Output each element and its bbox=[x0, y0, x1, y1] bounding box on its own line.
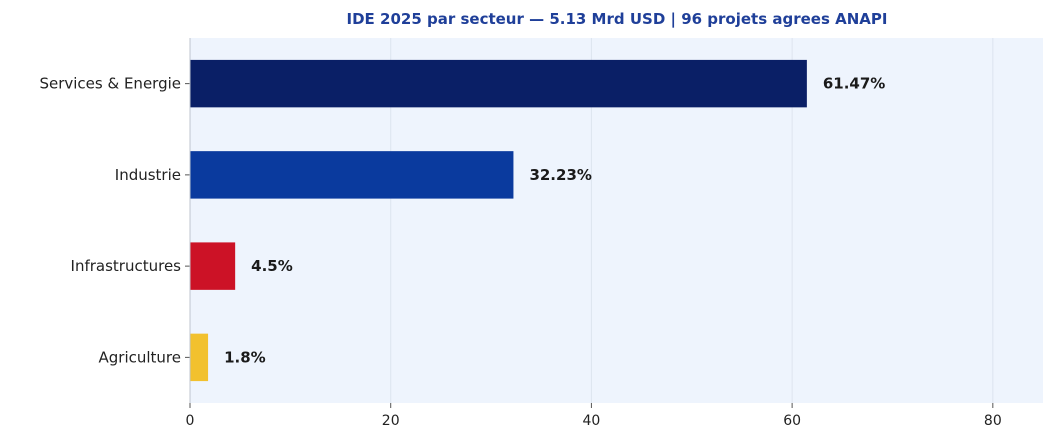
chart-title: IDE 2025 par secteur — 5.13 Mrd USD | 96… bbox=[347, 10, 888, 29]
x-tick-label: 0 bbox=[186, 413, 195, 429]
category-label: Infrastructures bbox=[71, 257, 182, 275]
category-labels: Services & Energie Industrie Infrastructur… bbox=[39, 75, 190, 366]
bar bbox=[190, 151, 514, 199]
category-label: Services & Energie bbox=[39, 75, 181, 93]
x-tick-label: 40 bbox=[582, 413, 600, 429]
category-label: Industrie bbox=[115, 166, 181, 184]
x-tick-label: 80 bbox=[984, 413, 1002, 429]
bar bbox=[190, 333, 209, 382]
bar bbox=[190, 242, 236, 290]
x-tick-label: 20 bbox=[382, 413, 400, 429]
value-labels: 61.47% 32.23% 4.5% 1.8% bbox=[224, 75, 885, 367]
bar bbox=[190, 59, 807, 108]
value-label: 4.5% bbox=[251, 257, 293, 275]
x-tick-label: 60 bbox=[783, 413, 801, 429]
value-label: 1.8% bbox=[224, 348, 266, 366]
bars bbox=[190, 59, 807, 382]
x-axis-ticks: 0 20 40 60 80 bbox=[186, 403, 1002, 429]
category-label: Agriculture bbox=[99, 348, 182, 366]
value-label: 32.23% bbox=[529, 166, 591, 184]
value-label: 61.47% bbox=[823, 75, 885, 93]
